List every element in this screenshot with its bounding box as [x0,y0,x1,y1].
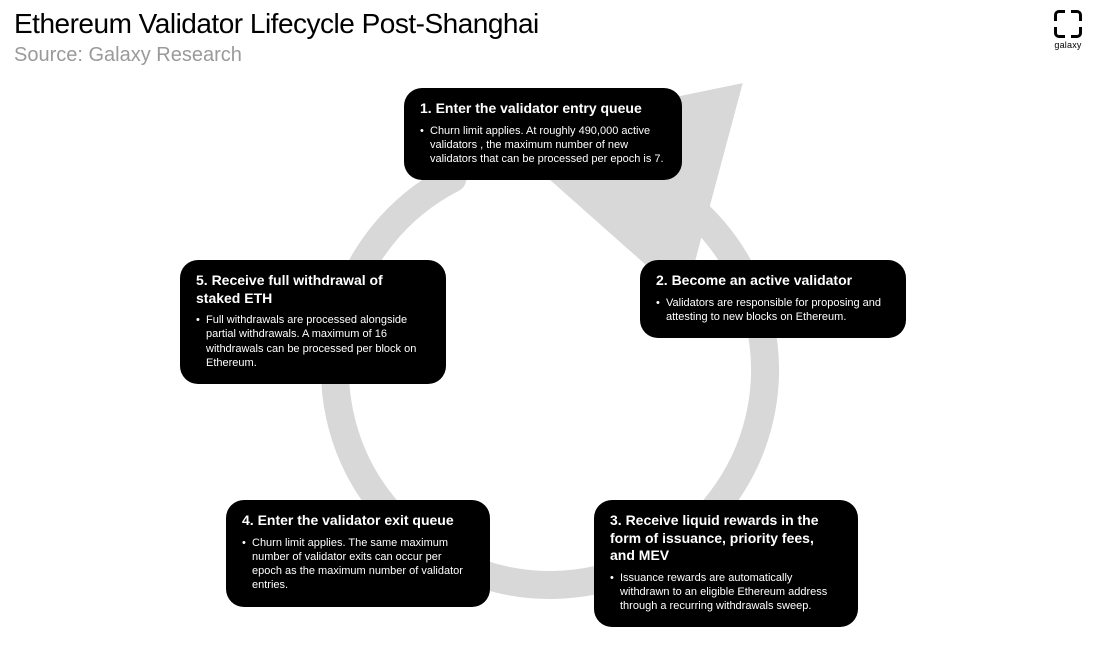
galaxy-logo-icon [1054,10,1082,38]
card-body: Full withdrawals are processed alongside… [196,313,430,370]
lifecycle-card-1: 1. Enter the validator entry queue Churn … [404,88,682,180]
page-subtitle: Source: Galaxy Research [14,44,242,67]
card-title: 3. Receive liquid rewards in the form of… [610,512,842,565]
card-body: Issuance rewards are automatically withd… [610,571,842,614]
lifecycle-card-2: 2. Become an active validator Validators … [640,260,906,338]
card-body: Churn limit applies. At roughly 490,000 … [420,124,666,167]
card-body: Churn limit applies. The same maximum nu… [242,536,474,593]
card-title: 1. Enter the validator entry queue [420,100,666,118]
card-body: Validators are responsible for proposing… [656,296,890,325]
galaxy-logo: galaxy [1054,10,1082,50]
lifecycle-card-5: 5. Receive full withdrawal of staked ETH… [180,260,446,384]
lifecycle-card-3: 3. Receive liquid rewards in the form of… [594,500,858,627]
card-title: 5. Receive full withdrawal of staked ETH [196,272,430,307]
galaxy-logo-text: galaxy [1054,40,1082,50]
card-title: 4. Enter the validator exit queue [242,512,474,530]
page-title: Ethereum Validator Lifecycle Post-Shangh… [14,8,539,40]
lifecycle-card-4: 4. Enter the validator exit queue Churn l… [226,500,490,607]
card-title: 2. Become an active validator [656,272,890,290]
